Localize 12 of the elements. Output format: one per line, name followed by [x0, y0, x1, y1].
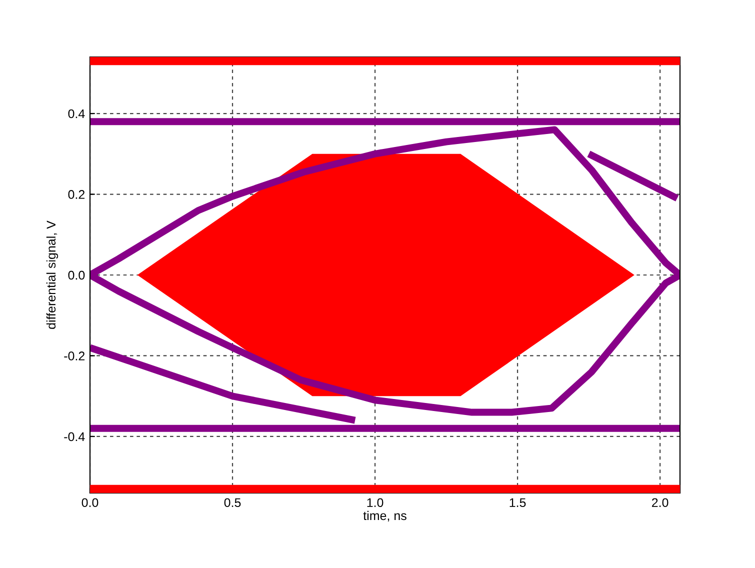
x-tick-label: 2.0	[652, 498, 668, 508]
y-axis-title: differential signal, V	[46, 220, 58, 329]
y-tick-label: -0.4	[64, 432, 85, 442]
y-tick-label: 0.0	[68, 270, 85, 280]
y-tick-label: -0.2	[64, 352, 85, 360]
y-tick-label: 0.4	[68, 109, 85, 118]
y-tick-label: 0.2	[68, 190, 85, 199]
x-tick-label: 1.0	[367, 498, 384, 508]
x-tick-label: 0.5	[224, 498, 241, 508]
x-axis-title: time, ns	[363, 510, 406, 522]
x-tick-label: 0.0	[82, 498, 98, 508]
x-tick-label: 1.5	[510, 498, 526, 508]
